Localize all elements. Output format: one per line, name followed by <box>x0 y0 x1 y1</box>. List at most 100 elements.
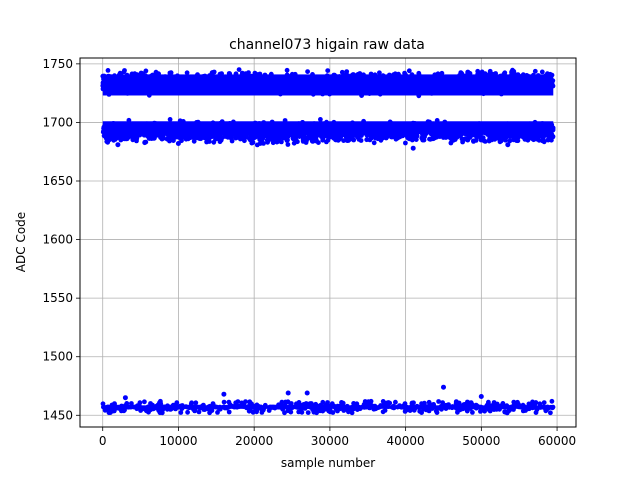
data-point <box>416 122 422 128</box>
data-point <box>106 73 111 79</box>
data-point <box>272 404 277 410</box>
data-point <box>174 76 179 82</box>
data-point <box>168 77 173 83</box>
data-point <box>341 127 347 132</box>
data-point <box>303 83 308 89</box>
data-point <box>510 127 516 133</box>
data-point <box>371 75 377 81</box>
data-point <box>316 76 322 82</box>
data-point <box>324 73 330 79</box>
data-point <box>300 139 306 144</box>
data-point <box>136 131 142 137</box>
data-point <box>281 85 287 91</box>
data-point <box>344 133 350 138</box>
data-point <box>344 69 350 74</box>
data-point <box>191 407 196 412</box>
y-tick-label: 1750 <box>42 57 73 71</box>
data-point <box>176 131 182 136</box>
data-point <box>541 404 546 409</box>
data-point <box>231 119 236 125</box>
data-point <box>503 129 509 135</box>
data-point <box>511 84 516 90</box>
data-point <box>321 88 327 93</box>
data-point <box>176 404 182 410</box>
data-point <box>484 73 490 78</box>
data-point <box>345 138 351 143</box>
data-point <box>110 129 116 135</box>
data-point <box>110 86 116 91</box>
data-point <box>499 91 504 97</box>
data-point <box>126 127 132 133</box>
data-point <box>188 124 194 130</box>
data-point <box>123 82 129 88</box>
outlier-point <box>175 141 181 146</box>
data-point <box>167 117 173 122</box>
data-point <box>138 408 144 413</box>
data-point <box>258 79 264 85</box>
data-point <box>154 81 160 86</box>
data-point <box>478 128 484 134</box>
data-point <box>442 129 448 135</box>
data-point <box>456 133 462 139</box>
data-point <box>210 70 216 75</box>
data-point <box>195 83 201 89</box>
data-point <box>501 71 507 77</box>
data-point <box>471 128 477 134</box>
data-point <box>332 80 338 85</box>
data-point <box>371 140 377 146</box>
data-point <box>309 405 315 411</box>
y-axis-ticks: 1450 1500 1550 1600 1650 1700 1750 <box>42 57 80 422</box>
data-point <box>311 85 317 91</box>
data-point <box>158 135 163 140</box>
data-point <box>173 86 179 92</box>
data-point <box>540 128 546 134</box>
data-point <box>305 69 310 74</box>
data-point <box>310 72 315 77</box>
data-point <box>331 121 336 127</box>
data-point <box>268 71 274 77</box>
data-point <box>429 91 435 96</box>
data-point <box>288 75 294 81</box>
data-point <box>178 410 184 415</box>
data-point <box>506 405 512 411</box>
data-point <box>325 400 330 405</box>
data-point <box>193 400 199 406</box>
data-point <box>168 132 174 138</box>
data-point <box>343 406 349 412</box>
data-point <box>447 404 452 410</box>
y-tick-label: 1700 <box>42 115 73 129</box>
data-point <box>442 89 448 94</box>
y-tick-label: 1600 <box>42 233 73 247</box>
data-point <box>189 400 195 406</box>
y-tick-label: 1650 <box>42 174 73 188</box>
data-point <box>221 84 227 90</box>
data-point <box>337 132 343 138</box>
data-point <box>429 127 435 133</box>
data-point <box>240 86 245 92</box>
data-point <box>450 80 456 85</box>
data-point <box>118 71 124 77</box>
data-point <box>278 132 283 138</box>
data-point <box>493 71 498 76</box>
data-point <box>367 78 373 84</box>
data-point <box>548 410 553 416</box>
data-point <box>414 404 419 410</box>
data-point <box>320 136 326 142</box>
data-point <box>386 127 391 133</box>
data-point <box>538 121 543 127</box>
data-point <box>134 86 140 91</box>
data-point <box>183 136 189 142</box>
data-point <box>310 91 316 97</box>
data-point <box>403 140 408 146</box>
outlier-point <box>221 391 227 397</box>
data-point <box>417 75 423 81</box>
data-point <box>284 138 290 143</box>
data-point <box>513 136 519 142</box>
data-point <box>202 73 208 79</box>
data-point <box>126 117 132 123</box>
data-point <box>378 130 384 136</box>
data-point <box>167 70 173 76</box>
data-point <box>257 83 263 89</box>
data-point <box>388 120 394 126</box>
data-point <box>410 88 416 93</box>
